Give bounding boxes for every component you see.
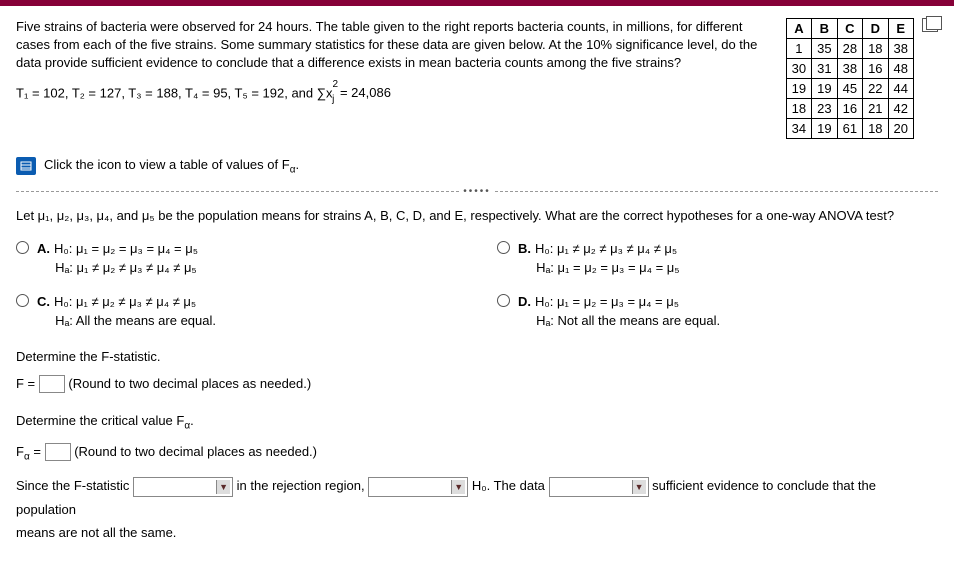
falpha-input-row: Fα = (Round to two decimal places as nee… [16,440,938,467]
divider-dots: ••••• [459,186,495,197]
f-table-link[interactable]: Click the icon to view a table of values… [44,157,299,176]
determine-crit-heading: Determine the critical value Fα. [16,413,938,432]
option-c[interactable]: C.H₀: μ₁ ≠ μ₂ ≠ μ₃ ≠ μ₄ ≠ μ₅ Hₐ: All the… [16,292,457,331]
determine-f-heading: Determine the F-statistic. [16,349,938,364]
divider: ••••• [16,186,938,197]
chevron-down-icon: ▼ [216,480,230,494]
f-input-row: F = (Round to two decimal places as need… [16,372,938,395]
table-header: B [812,19,837,39]
table-cell: 38 [888,39,913,59]
table-cell: 1 [786,39,811,59]
table-cell: 16 [837,99,862,119]
table-cell: 31 [812,59,837,79]
table-cell: 45 [837,79,862,99]
table-cell: 18 [863,119,888,139]
chevron-down-icon: ▼ [632,480,646,494]
table-row: 1919452244 [786,79,913,99]
table-cell: 19 [786,79,811,99]
radio-c[interactable] [16,294,29,307]
round-hint-2: (Round to two decimal places as needed.) [74,444,317,459]
table-row: 3031381648 [786,59,913,79]
table-cell: 20 [888,119,913,139]
radio-b[interactable] [497,241,510,254]
content-area: Five strains of bacteria were observed f… [0,6,954,557]
table-row: 3419611820 [786,119,913,139]
table-header: C [837,19,862,39]
table-cell: 48 [888,59,913,79]
table-cell: 61 [837,119,862,139]
round-hint-1: (Round to two decimal places as needed.) [68,376,311,391]
table-cell: 22 [863,79,888,99]
f-alpha-input[interactable] [45,443,71,461]
table-cell: 19 [812,119,837,139]
table-cell: 34 [786,119,811,139]
conclusion-row: Since the F-statistic ▼ in the rejection… [16,474,938,544]
option-b[interactable]: B.H₀: μ₁ ≠ μ₂ ≠ μ₃ ≠ μ₄ ≠ μ₅ Hₐ: μ₁ = μ₂… [497,239,938,278]
data-table: ABCDE 1352818383031381648191945224418231… [786,18,914,139]
option-d[interactable]: D.H₀: μ₁ = μ₂ = μ₃ = μ₄ = μ₅ Hₐ: Not all… [497,292,938,331]
hypothesis-prompt: Let μ₁, μ₂, μ₃, μ₄, and μ₅ be the popula… [16,207,938,225]
dropdown-3[interactable]: ▼ [549,477,649,497]
table-row: 135281838 [786,39,913,59]
summary-stats: T₁ = 102, T₂ = 127, T₃ = 188, T₄ = 95, T… [16,83,774,106]
f-table-icon[interactable] [16,157,36,175]
f-stat-input[interactable] [39,375,65,393]
table-cell: 30 [786,59,811,79]
table-cell: 42 [888,99,913,119]
copy-table-icon[interactable] [922,18,938,32]
table-cell: 35 [812,39,837,59]
radio-a[interactable] [16,241,29,254]
table-cell: 19 [812,79,837,99]
table-cell: 44 [888,79,913,99]
dropdown-1[interactable]: ▼ [133,477,233,497]
table-cell: 28 [837,39,862,59]
chevron-down-icon: ▼ [451,480,465,494]
table-header: A [786,19,811,39]
table-row: 1823162142 [786,99,913,119]
table-cell: 38 [837,59,862,79]
table-cell: 18 [786,99,811,119]
table-header: D [863,19,888,39]
dropdown-2[interactable]: ▼ [368,477,468,497]
table-cell: 23 [812,99,837,119]
radio-d[interactable] [497,294,510,307]
table-cell: 21 [863,99,888,119]
table-cell: 18 [863,39,888,59]
option-a[interactable]: A.H₀: μ₁ = μ₂ = μ₃ = μ₄ = μ₅ Hₐ: μ₁ ≠ μ₂… [16,239,457,278]
table-header: E [888,19,913,39]
table-cell: 16 [863,59,888,79]
intro-paragraph: Five strains of bacteria were observed f… [16,18,774,73]
answer-options: A.H₀: μ₁ = μ₂ = μ₃ = μ₄ = μ₅ Hₐ: μ₁ ≠ μ₂… [16,239,938,331]
